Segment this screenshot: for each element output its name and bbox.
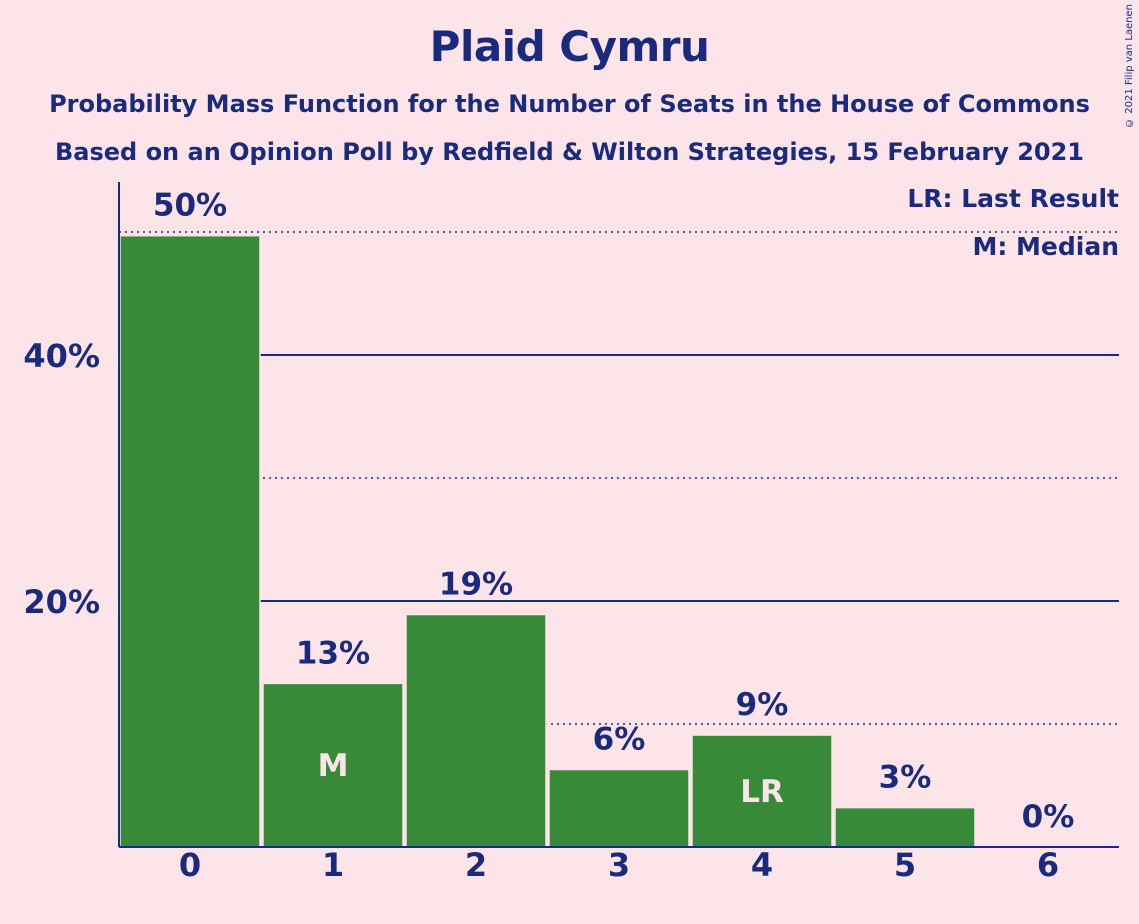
- x-tick-label: 3: [608, 846, 630, 884]
- chart-subtitle: Probability Mass Function for the Number…: [49, 90, 1090, 118]
- chart-title: Plaid Cymru: [429, 22, 710, 71]
- legend-median: M: Median: [972, 232, 1119, 261]
- bar-value-labels: 50% 13% M 19% 6% 9% LR 3% 0%: [153, 188, 1074, 835]
- bar: [119, 234, 261, 848]
- bar-value-label: 6%: [593, 722, 646, 758]
- bars: [119, 234, 976, 848]
- bar: [262, 682, 404, 848]
- bar: [834, 806, 976, 848]
- x-tick-label: 0: [179, 846, 201, 884]
- x-tick-label: 4: [751, 846, 773, 884]
- x-tick-label: 2: [465, 846, 487, 884]
- bar: [405, 613, 547, 848]
- x-tick-label: 1: [322, 846, 344, 884]
- x-tick-label: 6: [1037, 846, 1059, 884]
- bar-value-label: 3%: [879, 760, 932, 796]
- bar-value-label: 13%: [296, 635, 370, 671]
- axes: 0 1 2 3 4 5 6 20% 40%: [23, 182, 1119, 884]
- bar-value-label: 19%: [439, 567, 513, 603]
- bar-value-label: 0%: [1022, 799, 1075, 835]
- bar-value-label: 50%: [153, 188, 227, 224]
- chart-source-note: Based on an Opinion Poll by Redfield & W…: [54, 138, 1084, 166]
- bar: [691, 734, 833, 848]
- y-tick-label: 20%: [23, 583, 100, 621]
- bar-marker-label: LR: [740, 774, 784, 810]
- bar-value-label: 9%: [736, 687, 789, 723]
- bar-marker-label: M: [318, 748, 349, 784]
- y-tick-label: 40%: [23, 337, 100, 375]
- legend-last-result: LR: Last Result: [907, 184, 1119, 213]
- x-tick-label: 5: [894, 846, 916, 884]
- bar: [548, 768, 690, 848]
- gridlines: [119, 231, 1119, 725]
